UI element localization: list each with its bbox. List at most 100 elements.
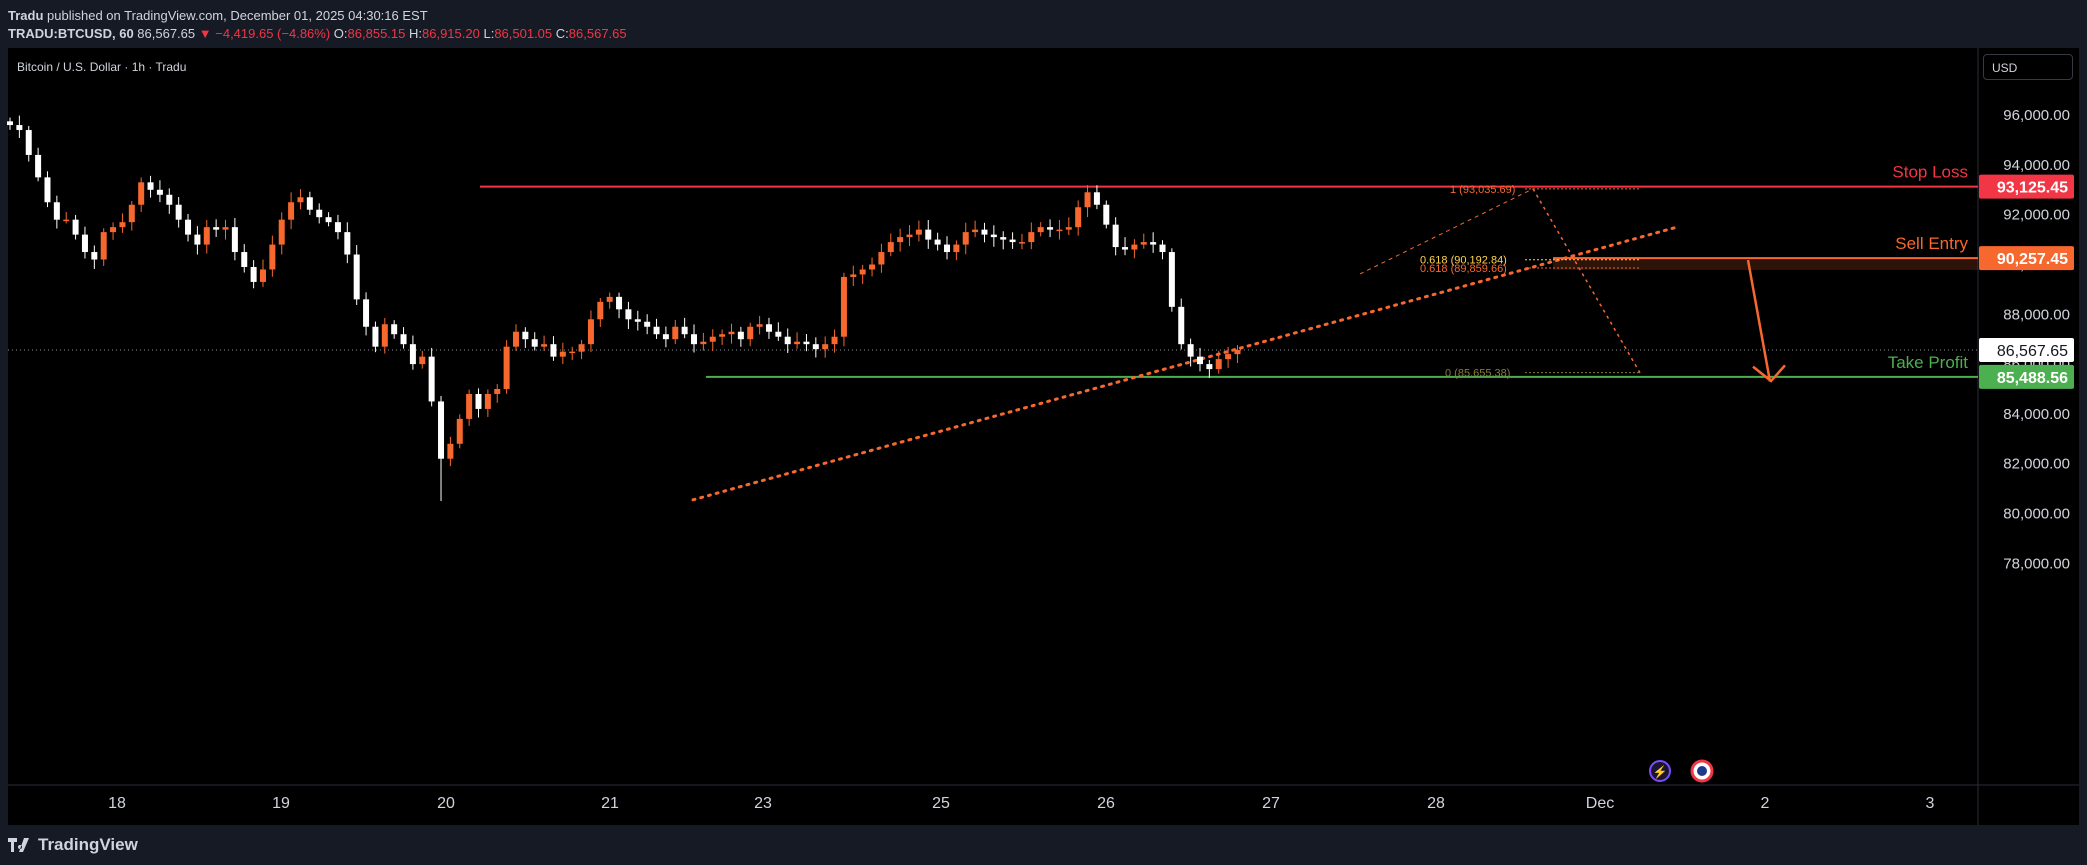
candle-up[interactable]	[297, 197, 304, 203]
candle-up[interactable]	[972, 229, 979, 233]
candle-down[interactable]	[625, 309, 632, 320]
candle-down[interactable]	[325, 217, 332, 223]
stop-loss-price-tag[interactable]	[1979, 174, 2074, 199]
ascending-trendline[interactable]	[691, 226, 1677, 502]
candle-up[interactable]	[578, 344, 585, 352]
candle-up[interactable]	[915, 229, 922, 235]
candle-up[interactable]	[466, 393, 473, 419]
candle-down[interactable]	[7, 121, 13, 126]
candle-down[interactable]	[428, 356, 435, 402]
candle-down[interactable]	[53, 202, 60, 220]
candle-down[interactable]	[400, 334, 407, 345]
candle-down[interactable]	[372, 326, 379, 347]
candle-up[interactable]	[840, 276, 847, 337]
candle-up[interactable]	[503, 346, 510, 389]
candle-up[interactable]	[559, 351, 566, 357]
candle-down[interactable]	[35, 154, 42, 178]
candle-up[interactable]	[456, 418, 463, 444]
candle-down[interactable]	[681, 326, 688, 335]
candle-down[interactable]	[1103, 204, 1110, 225]
candle-up[interactable]	[859, 269, 866, 275]
candle-down[interactable]	[765, 324, 772, 332]
sell-entry-price-tag[interactable]	[1979, 246, 2074, 271]
tradingview-logo[interactable]: TradingView	[8, 835, 138, 855]
candle-up[interactable]	[897, 237, 904, 243]
candle-up[interactable]	[259, 269, 266, 282]
candle-up[interactable]	[747, 326, 754, 340]
candle-down[interactable]	[691, 334, 698, 345]
candle-up[interactable]	[541, 344, 548, 347]
candle-up[interactable]	[756, 324, 763, 327]
candle-up[interactable]	[606, 296, 613, 302]
candle-down[interactable]	[156, 189, 163, 195]
candle-down[interactable]	[925, 229, 932, 240]
candle-down[interactable]	[16, 125, 23, 131]
candle-down[interactable]	[775, 331, 782, 337]
candle-down[interactable]	[550, 344, 557, 357]
candle-up[interactable]	[794, 341, 801, 345]
candle-down[interactable]	[1009, 239, 1016, 243]
candle-up[interactable]	[1028, 232, 1035, 243]
candle-up[interactable]	[484, 393, 491, 409]
candle-up[interactable]	[288, 202, 295, 220]
candle-up[interactable]	[119, 222, 126, 228]
candle-down[interactable]	[353, 254, 360, 300]
candle-down[interactable]	[438, 401, 445, 459]
candle-up[interactable]	[869, 264, 876, 270]
candle-down[interactable]	[653, 326, 660, 335]
candle-up[interactable]	[1075, 207, 1082, 228]
candle-up[interactable]	[878, 252, 885, 265]
projection-arrow-line[interactable]	[1746, 259, 1772, 382]
candle-up[interactable]	[494, 389, 501, 394]
take-profit-price-tag[interactable]	[1979, 364, 2074, 389]
candle-down[interactable]	[91, 252, 98, 260]
candle-down[interactable]	[1206, 364, 1213, 370]
candle-down[interactable]	[334, 222, 341, 233]
candle-down[interactable]	[944, 244, 950, 253]
candle-down[interactable]	[616, 296, 623, 310]
candle-down[interactable]	[1047, 227, 1054, 230]
candle-down[interactable]	[44, 177, 51, 203]
candle-up[interactable]	[887, 242, 894, 253]
candle-down[interactable]	[81, 234, 88, 253]
candle-down[interactable]	[363, 299, 370, 327]
candle-up[interactable]	[278, 219, 285, 245]
candle-down[interactable]	[1112, 224, 1119, 248]
candle-down[interactable]	[1187, 344, 1194, 357]
candle-up[interactable]	[672, 326, 679, 340]
candle-down[interactable]	[194, 234, 201, 245]
candle-up[interactable]	[822, 344, 829, 350]
candle-down[interactable]	[316, 209, 323, 218]
candle-down[interactable]	[1093, 192, 1100, 205]
candle-down[interactable]	[213, 227, 220, 230]
candle-down[interactable]	[147, 182, 154, 190]
candle-up[interactable]	[1018, 242, 1025, 244]
candle-down[interactable]	[934, 239, 941, 245]
candle-down[interactable]	[522, 331, 529, 340]
lightning-event-icon[interactable]	[1649, 760, 1671, 782]
candle-up[interactable]	[831, 336, 838, 345]
candle-down[interactable]	[531, 339, 538, 347]
candle-up[interactable]	[700, 341, 707, 345]
candle-up[interactable]	[269, 244, 276, 270]
candle-down[interactable]	[1178, 306, 1185, 345]
candle-up[interactable]	[850, 274, 857, 277]
candle-down[interactable]	[185, 219, 192, 235]
candle-down[interactable]	[72, 219, 79, 235]
candle-down[interactable]	[1000, 237, 1007, 240]
candle-up[interactable]	[63, 219, 70, 222]
candle-up[interactable]	[597, 301, 604, 320]
candle-up[interactable]	[1234, 349, 1241, 355]
candle-up[interactable]	[1140, 242, 1147, 245]
candle-down[interactable]	[25, 130, 32, 155]
candle-down[interactable]	[391, 324, 398, 335]
candle-down[interactable]	[250, 266, 257, 282]
candle-down[interactable]	[1122, 247, 1129, 250]
candle-down[interactable]	[1168, 252, 1175, 307]
candle-down[interactable]	[812, 344, 819, 350]
candle-up[interactable]	[138, 182, 145, 205]
candle-down[interactable]	[241, 252, 248, 267]
candle-down[interactable]	[784, 336, 791, 345]
candle-up[interactable]	[110, 227, 117, 233]
candle-down[interactable]	[662, 334, 669, 340]
